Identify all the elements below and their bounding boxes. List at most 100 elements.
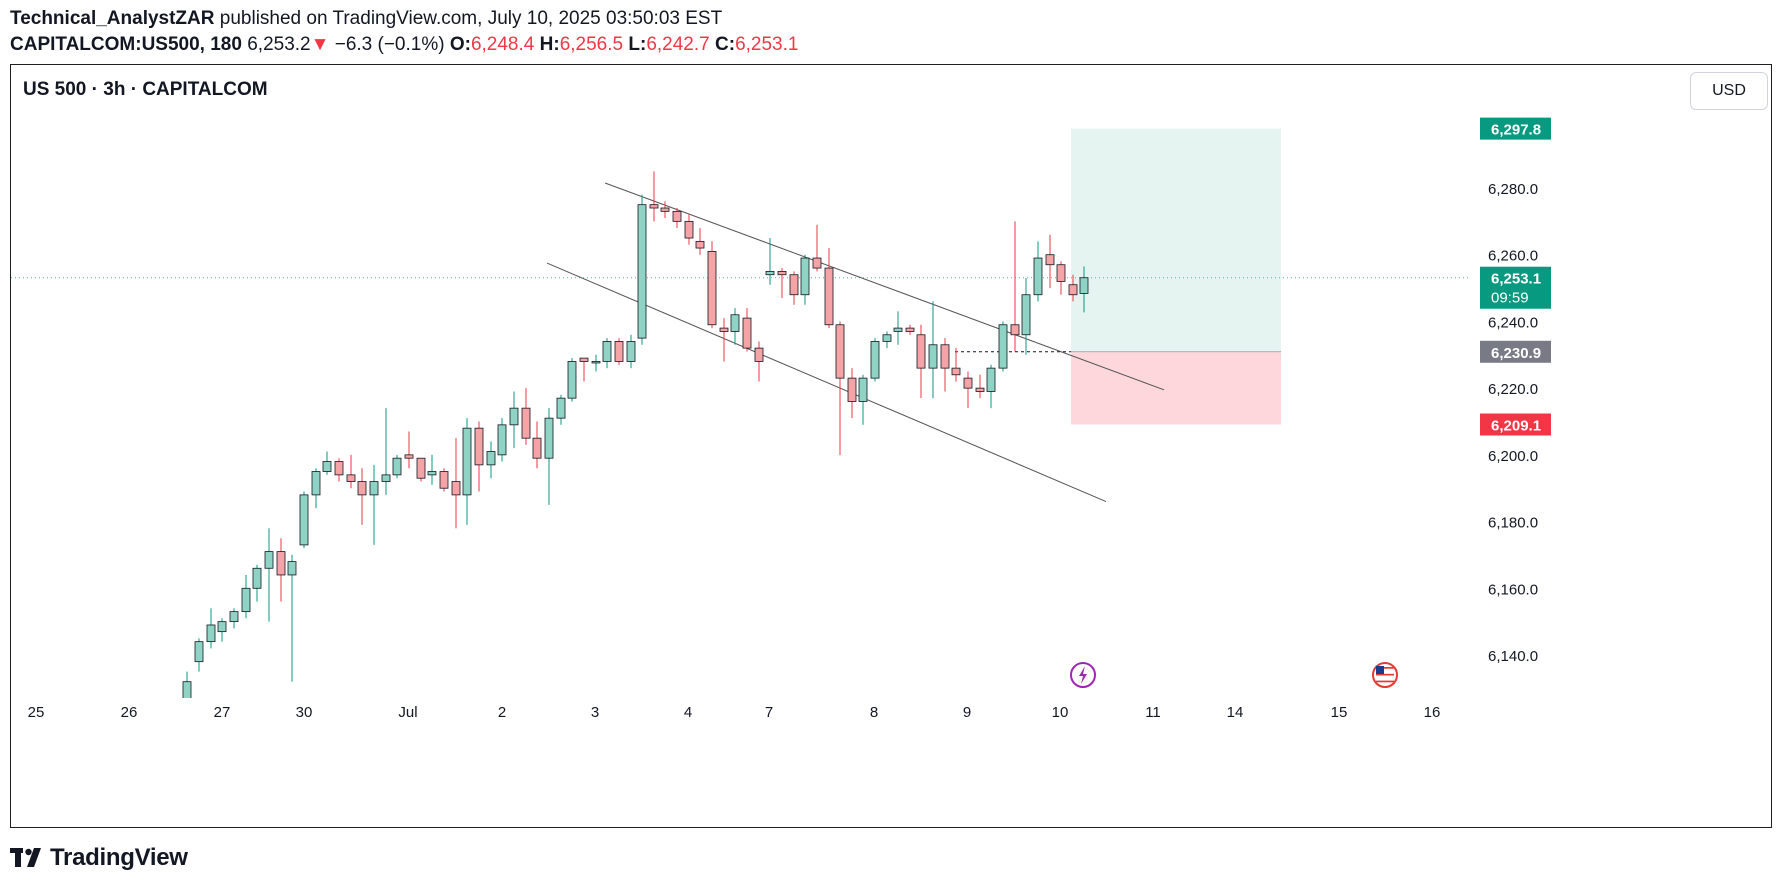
- x-tick-label: Jul: [398, 704, 417, 721]
- x-tick-label: 11: [1145, 704, 1161, 721]
- high-value: 6,256.5: [559, 34, 624, 55]
- candle: [695, 228, 705, 255]
- candle-body: [893, 327, 903, 332]
- candle: [1045, 234, 1055, 289]
- candle-body: [998, 324, 1008, 369]
- close-label: C:: [715, 34, 736, 55]
- candle: [858, 374, 868, 425]
- candle-body: [765, 270, 775, 276]
- x-tick-label: 4: [684, 704, 692, 721]
- currency-button[interactable]: USD: [1690, 72, 1768, 110]
- x-tick-label: 10: [1052, 704, 1069, 721]
- candle: [847, 368, 857, 419]
- candle: [1068, 274, 1078, 302]
- candle-body: [509, 407, 519, 426]
- lightning-event-icon: [1070, 662, 1096, 688]
- candle-body: [777, 270, 787, 276]
- candle: [637, 194, 647, 345]
- candle-body: [299, 494, 309, 546]
- candle-body: [334, 461, 344, 476]
- bar-countdown: 09:59: [1491, 290, 1529, 307]
- footer-brand: TradingView: [50, 844, 188, 871]
- footer-logo[interactable]: TradingView: [10, 844, 188, 872]
- x-tick-label: 7: [765, 704, 773, 721]
- candle: [777, 268, 787, 299]
- candle-body: [521, 407, 531, 439]
- candle: [591, 354, 601, 372]
- candle: [509, 391, 519, 449]
- candle-body: [381, 474, 391, 482]
- candle-body: [602, 341, 612, 362]
- x-tick-label: 27: [214, 704, 231, 721]
- candle: [486, 441, 496, 479]
- publisher-line: Technical_AnalystZAR published on Tradin…: [10, 6, 798, 32]
- candle: [614, 338, 624, 365]
- candle: [497, 418, 507, 462]
- candle-body: [276, 551, 286, 576]
- candle-body: [322, 461, 332, 472]
- y-tick-label: 6,260.0: [1488, 248, 1538, 265]
- chart-title: US 500 · 3h · CAPITALCOM: [23, 79, 268, 100]
- candle: [684, 214, 694, 245]
- candle-body: [474, 427, 484, 466]
- x-tick-label: 3: [591, 704, 599, 721]
- candle-body: [730, 314, 740, 332]
- candle-body: [660, 207, 670, 212]
- candle: [602, 338, 612, 369]
- candle-body: [1045, 254, 1055, 266]
- plot-area: [11, 128, 1469, 698]
- author-name[interactable]: Technical_AnalystZAR: [10, 8, 215, 29]
- candle-body: [707, 250, 717, 326]
- candle-body: [416, 457, 426, 479]
- candle-body: [626, 341, 636, 362]
- chart-frame[interactable]: [10, 64, 1772, 828]
- candle-body: [241, 587, 251, 613]
- stop-price-text: 6,209.1: [1491, 418, 1541, 435]
- candle: [392, 454, 402, 479]
- candle: [742, 308, 752, 352]
- candle-body: [532, 437, 542, 459]
- symbol-label: CAPITALCOM:US500, 180: [10, 34, 242, 55]
- candle: [217, 618, 227, 642]
- candle-body: [882, 334, 892, 342]
- candle-body: [742, 317, 752, 349]
- candle: [474, 421, 484, 492]
- candle: [252, 564, 262, 602]
- candle: [707, 241, 717, 329]
- candle: [1033, 241, 1043, 302]
- candle: [579, 357, 589, 382]
- y-tick-label: 6,140.0: [1488, 648, 1538, 665]
- candle: [870, 338, 880, 382]
- candle-body: [800, 257, 810, 296]
- candle-body: [439, 471, 449, 489]
- candle: [241, 574, 251, 619]
- candle-body: [1056, 264, 1066, 282]
- candle: [928, 301, 938, 399]
- x-tick-label: 8: [870, 704, 878, 721]
- candle: [1056, 261, 1066, 295]
- candle-body: [975, 387, 985, 392]
- candle: [754, 341, 764, 382]
- candle-body: [544, 417, 554, 459]
- candle-body: [637, 204, 647, 339]
- candle: [369, 464, 379, 545]
- candle-body: [649, 204, 659, 209]
- channel-line: [604, 182, 1165, 391]
- candle: [322, 451, 332, 475]
- candle-body: [672, 210, 682, 222]
- candle: [730, 308, 740, 345]
- candle: [357, 468, 367, 525]
- candle: [287, 554, 297, 682]
- publication-header: Technical_AnalystZAR published on Tradin…: [10, 6, 798, 58]
- candle: [439, 468, 449, 492]
- candle-body: [591, 361, 601, 364]
- candle: [986, 364, 996, 409]
- candle-body: [847, 377, 857, 402]
- x-tick-label: 26: [121, 704, 138, 721]
- candle-body: [940, 344, 950, 369]
- candle-body: [1021, 294, 1031, 336]
- y-tick-label: 6,160.0: [1488, 581, 1538, 598]
- ohlc-line: CAPITALCOM:US500, 180 6,253.2▼ −6.3 (−0.…: [10, 32, 798, 58]
- candle: [404, 431, 414, 469]
